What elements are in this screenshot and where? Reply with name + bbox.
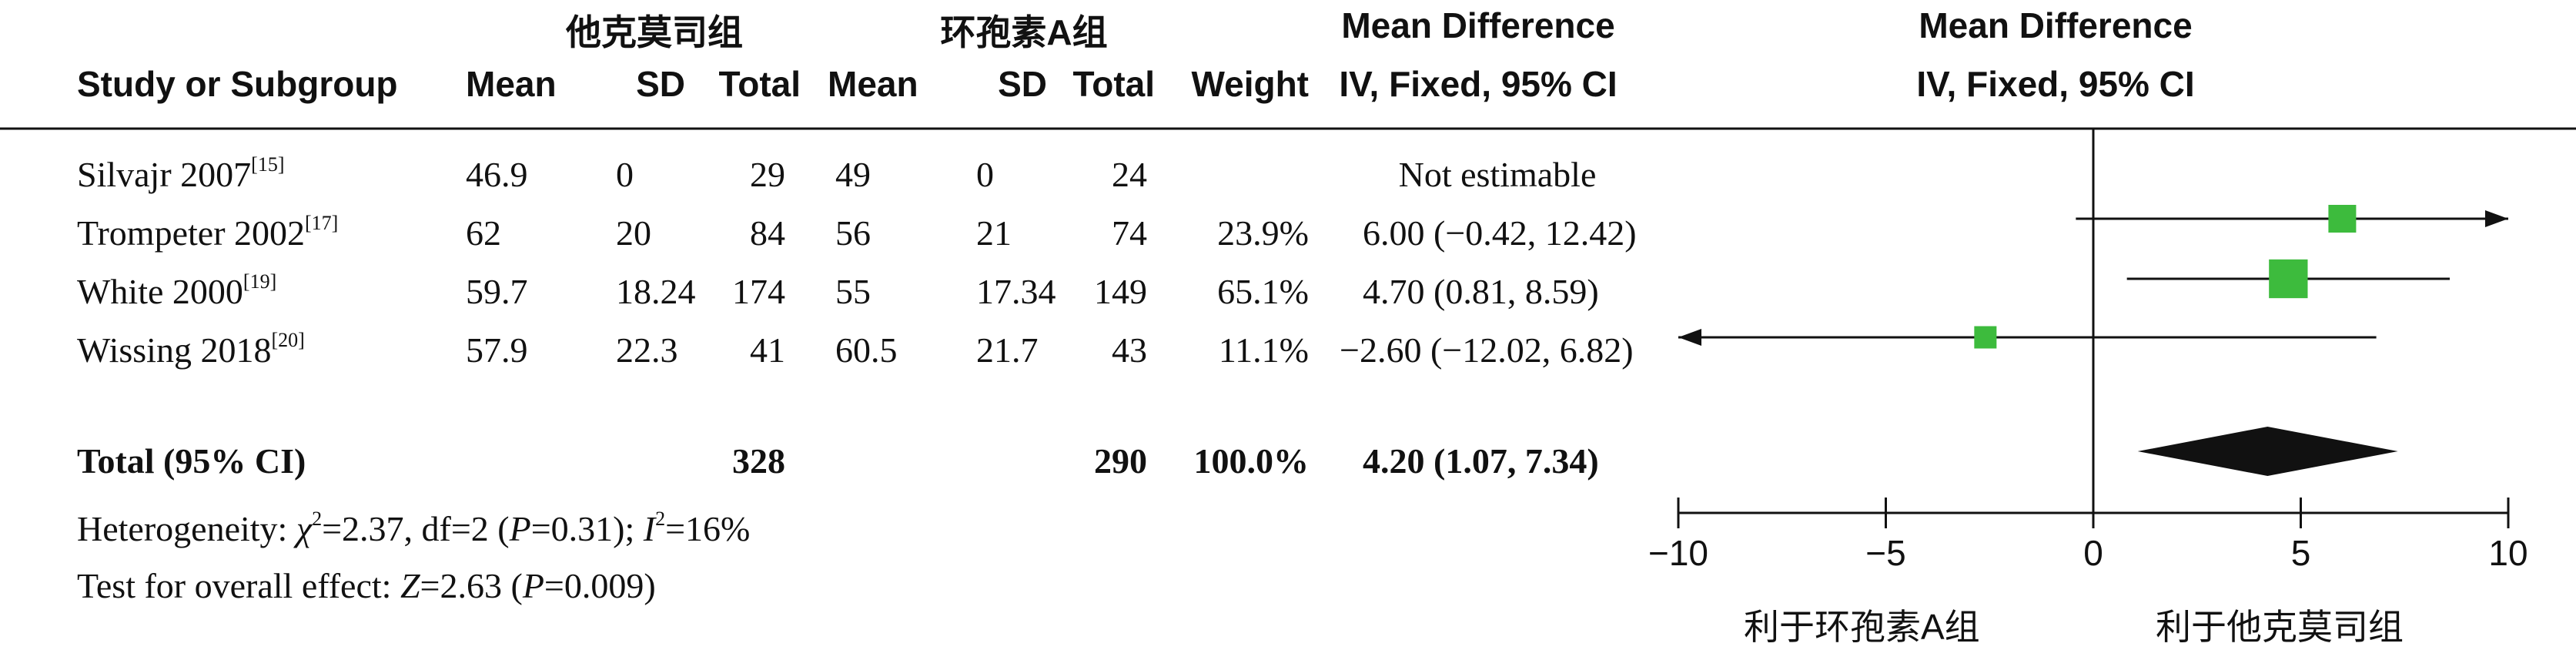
experimental-group-label: 他克莫司组 [566,12,743,52]
study-ref: [19] [243,270,277,293]
total-ci: 4.20 (1.07, 7.34) [1363,441,1599,481]
study-effect-marker [2328,205,2357,233]
total1-cell: 41 [750,330,785,370]
mean1-cell: 62 [466,213,501,253]
total1-column-header: Total [718,64,801,104]
sd1-column-header: SD [636,64,685,104]
x-tick-label: −5 [1865,533,1905,573]
total1-cell: 29 [750,155,785,194]
study-name: White 2000[19] [77,270,277,312]
sd2-cell: 0 [976,155,994,194]
x-tick-label: −10 [1648,533,1708,573]
study-ref: [17] [305,212,339,234]
weight-cell: 65.1% [1217,272,1309,311]
x-tick-label: 5 [2291,533,2311,573]
mean2-cell: 60.5 [835,330,898,370]
study-ref: [20] [271,329,305,351]
total1-cell: 174 [732,272,785,311]
sd1-cell: 0 [616,155,634,194]
sd2-cell: 21.7 [976,330,1039,370]
favours-right-label: 利于他克莫司组 [2156,607,2404,647]
mean1-cell: 57.9 [466,330,528,370]
control-group-label: 环孢素A组 [940,12,1108,52]
total2-sum: 290 [1094,441,1147,481]
favours-left-label: 利于环孢素A组 [1744,607,1980,647]
sd2-column-header: SD [998,64,1047,104]
sd1-cell: 20 [616,213,651,253]
ci-cell: −2.60 (−12.02, 6.82) [1340,330,1634,370]
sd2-cell: 17.34 [976,272,1056,311]
study-effect-marker [2269,259,2308,299]
pooled-diamond [2137,427,2398,476]
total2-cell: 43 [1112,330,1147,370]
mean1-cell: 59.7 [466,272,528,311]
study-name: Wissing 2018[20] [77,329,305,370]
mean2-cell: 55 [835,272,871,311]
total2-column-header: Total [1072,64,1155,104]
plot-column-title: Mean Difference [1919,5,2193,45]
mean2-cell: 49 [835,155,871,194]
total-label: Total (95% CI) [77,441,306,481]
study-column-header: Study or Subgroup [77,64,398,104]
study-name: Silvajr 2007[15] [77,153,285,195]
weight-column-header: Weight [1191,64,1309,104]
study-effect-marker [1974,326,1997,349]
ci-arrow-right [2485,210,2508,227]
mean2-cell: 56 [835,213,871,253]
x-tick-label: 10 [2488,533,2527,573]
mean1-column-header: Mean [466,64,557,104]
study-name: Trompeter 2002[17] [77,212,339,253]
total2-cell: 24 [1112,155,1147,194]
plot-method-header: IV, Fixed, 95% CI [1916,64,2195,104]
weight-cell: 23.9% [1217,213,1309,253]
weight-cell: 11.1% [1218,330,1309,370]
mean2-column-header: Mean [828,64,918,104]
overall-effect-text: Test for overall effect: Z=2.63 (P=0.009… [77,566,656,605]
study-ref: [15] [251,153,285,176]
x-tick-label: 0 [2083,533,2103,573]
ci-cell: 4.70 (0.81, 8.59) [1363,272,1599,311]
md-column-title: Mean Difference [1341,5,1615,45]
total-weight: 100.0% [1193,441,1310,481]
total1-cell: 84 [750,213,785,253]
ci-cell: 6.00 (−0.42, 12.42) [1363,213,1637,253]
total2-cell: 149 [1094,272,1147,311]
heterogeneity-text: Heterogeneity: χ2=2.37, df=2 (P=0.31); I… [77,508,751,549]
sd1-cell: 18.24 [616,272,696,311]
sd2-cell: 21 [976,213,1012,253]
sd1-cell: 22.3 [616,330,678,370]
total2-cell: 74 [1112,213,1147,253]
ci-cell: Not estimable [1398,155,1597,194]
total1-sum: 328 [732,441,785,481]
md-method-header: IV, Fixed, 95% CI [1339,64,1618,104]
ci-arrow-left [1678,329,1701,346]
mean1-cell: 46.9 [466,155,528,194]
